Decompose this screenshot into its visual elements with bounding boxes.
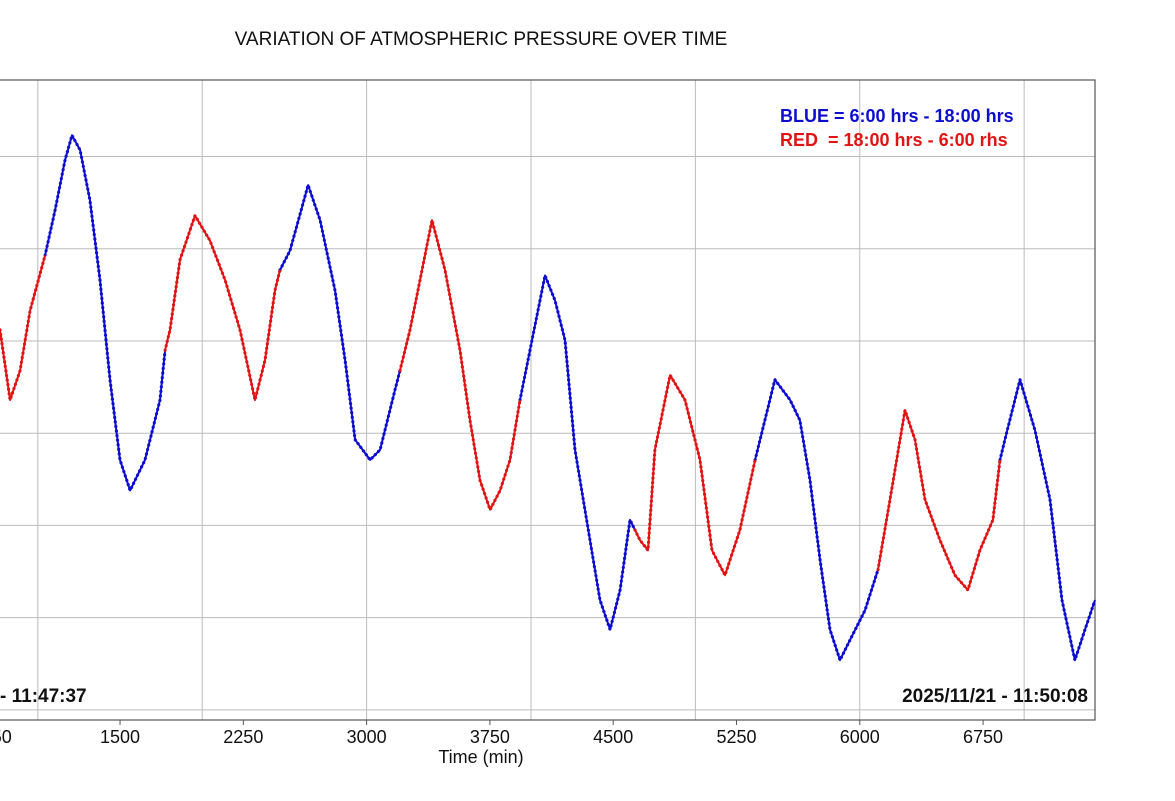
series-line-core	[44, 134, 1096, 662]
plot-frame	[0, 79, 1096, 721]
x-tick-label: 5250	[716, 727, 756, 747]
series-line	[0, 214, 1002, 592]
legend-entry: RED = 18:00 hrs - 6:00 rhs	[780, 130, 1008, 150]
x-tick-label: 4500	[593, 727, 633, 747]
x-tick-label: 6000	[840, 727, 880, 747]
x-tick-label: 1500	[100, 727, 140, 747]
x-tick-label: 3750	[470, 727, 510, 747]
chart-title: VARIATION OF ATMOSPHERIC PRESSURE OVER T…	[235, 29, 728, 50]
x-axis-label: Time (min)	[438, 747, 523, 767]
legend-entry: BLUE = 6:00 hrs - 18:00 hrs	[780, 106, 1014, 126]
x-tick-label: 2250	[223, 727, 263, 747]
x-tick-label: 6750	[963, 727, 1003, 747]
end-annotation: 2025/11/21 - 11:50:08	[902, 686, 1088, 707]
series-line-core	[0, 214, 1001, 591]
x-tick-label: 750	[0, 727, 12, 747]
start-annotation: - 11:47:37	[0, 686, 87, 707]
x-tick-label: 3000	[347, 727, 387, 747]
